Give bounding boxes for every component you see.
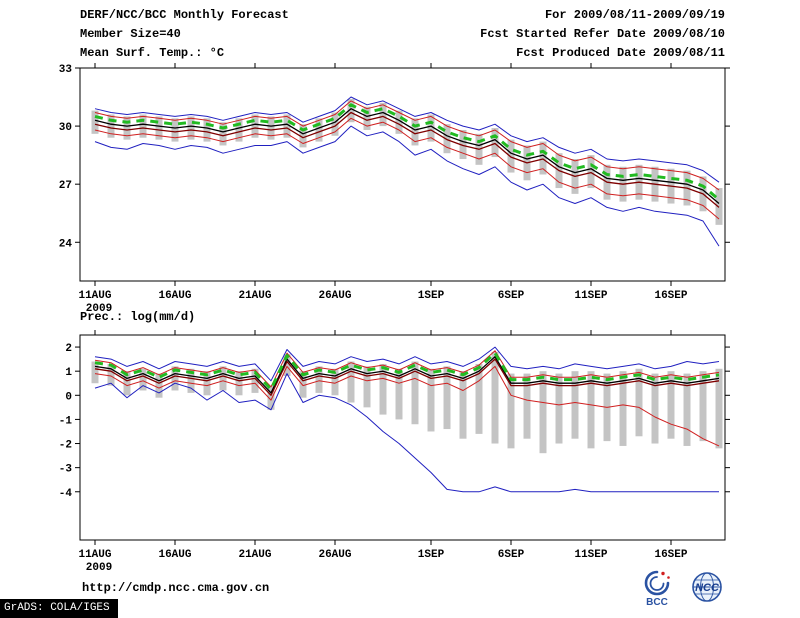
temperature-envelope-max-blue — [94, 96, 720, 183]
temperature-envelope-min-blue — [94, 125, 720, 247]
bcc-logo-label: BCC — [646, 597, 668, 608]
produced-date-label: Fcst Produced Date 2009/08/11 — [516, 46, 725, 60]
temperature-y-tick-label: 24 — [59, 238, 73, 250]
precipitation-y-tick-label: -2 — [59, 440, 72, 452]
temperature-spread-bars — [91, 98, 723, 225]
precipitation-y-tick-label: -4 — [59, 488, 73, 500]
refer-date-label: Fcst Started Refer Date 2009/08/10 — [480, 27, 725, 41]
precipitation-spread-bars — [91, 351, 723, 454]
temperature-control-run-maroon — [94, 111, 720, 208]
grads-credit-badge: GrADS: COLA/IGES — [0, 599, 118, 618]
precipitation-y-tick-label: 0 — [65, 391, 72, 403]
temperature-y-tick-label: 27 — [59, 180, 72, 192]
precipitation-x-tick-label: 11SEP — [574, 549, 607, 561]
precipitation-x-tick-label: 26AUG — [318, 549, 351, 561]
precipitation-x-tick-label: 16AUG — [158, 549, 191, 561]
precipitation-x-tick-label: 21AUG — [238, 549, 271, 561]
precipitation-envelope-max-blue — [94, 346, 720, 382]
precip-panel-title: Prec.: log(mm/d) — [80, 310, 196, 324]
precipitation-y-tick-label: -3 — [59, 464, 73, 476]
temperature-x-tick-label: 6SEP — [498, 290, 525, 302]
precipitation-x-tick-label: 1SEP — [418, 549, 445, 561]
precipitation-chart: 11AUG 16AUG 21AUG 26AUG 1SEP 6SEP 11SEP 16SEP20… — [59, 330, 730, 574]
precipitation-envelope-min-blue — [94, 373, 719, 493]
precipitation-x-tick-label: 6SEP — [498, 549, 525, 561]
bcc-logo: BCC — [644, 570, 670, 608]
ncc-logo: NCC — [692, 572, 722, 602]
precipitation-x-tick-label: 16SEP — [654, 549, 687, 561]
temp-panel-title: Mean Surf. Temp.: °C — [80, 46, 225, 60]
temperature-upper-percentile-red — [94, 100, 720, 191]
temperature-x-tick-label: 16AUG — [158, 290, 191, 302]
website-url: http://cmdp.ncc.cma.gov.cn — [82, 581, 270, 595]
precipitation-year-label: 2009 — [86, 562, 112, 574]
precipitation-y-tick-label: -1 — [59, 415, 73, 427]
temperature-y-tick-label: 33 — [59, 64, 73, 76]
ncc-logo-label: NCC — [695, 582, 720, 594]
bcc-swirl-icon — [644, 570, 670, 596]
temperature-y-tick-label: 30 — [59, 122, 72, 134]
temperature-x-tick-label: 21AUG — [238, 290, 271, 302]
precipitation-frame — [79, 334, 726, 541]
temperature-chart: 11AUG 16AUG 21AUG 26AUG 1SEP 6SEP 11SEP 16SEP 20… — [59, 63, 730, 315]
precipitation-control-run-maroon — [94, 358, 720, 396]
ncc-globe-icon — [692, 572, 722, 602]
precipitation-lower-percentile-red — [94, 365, 720, 447]
temperature-calibrated-mean-green-dashed — [94, 103, 720, 201]
temperature-ensemble-mean-black — [94, 108, 720, 204]
temperature-lower-percentile-red — [94, 117, 720, 220]
temperature-x-tick-label: 11SEP — [574, 290, 607, 302]
temperature-x-tick-label: 11AUG — [78, 290, 111, 302]
member-size-label: Member Size=40 — [80, 27, 181, 41]
forecast-range-label: For 2009/08/11-2009/09/19 — [544, 8, 725, 22]
page-title: DERF/NCC/BCC Monthly Forecast — [80, 8, 289, 22]
temperature-x-tick-label: 26AUG — [318, 290, 351, 302]
temperature-year-label: 2009 — [86, 303, 112, 315]
temperature-x-tick-label: 1SEP — [418, 290, 445, 302]
temperature-x-tick-label: 16SEP — [654, 290, 687, 302]
precipitation-y-tick-label: 2 — [65, 343, 72, 355]
temperature-frame — [79, 67, 726, 282]
precipitation-x-tick-label: 11AUG — [78, 549, 111, 561]
precipitation-upper-percentile-red — [94, 350, 720, 388]
precipitation-y-tick-label: 1 — [65, 367, 72, 379]
precipitation-ensemble-mean-black — [94, 356, 720, 394]
